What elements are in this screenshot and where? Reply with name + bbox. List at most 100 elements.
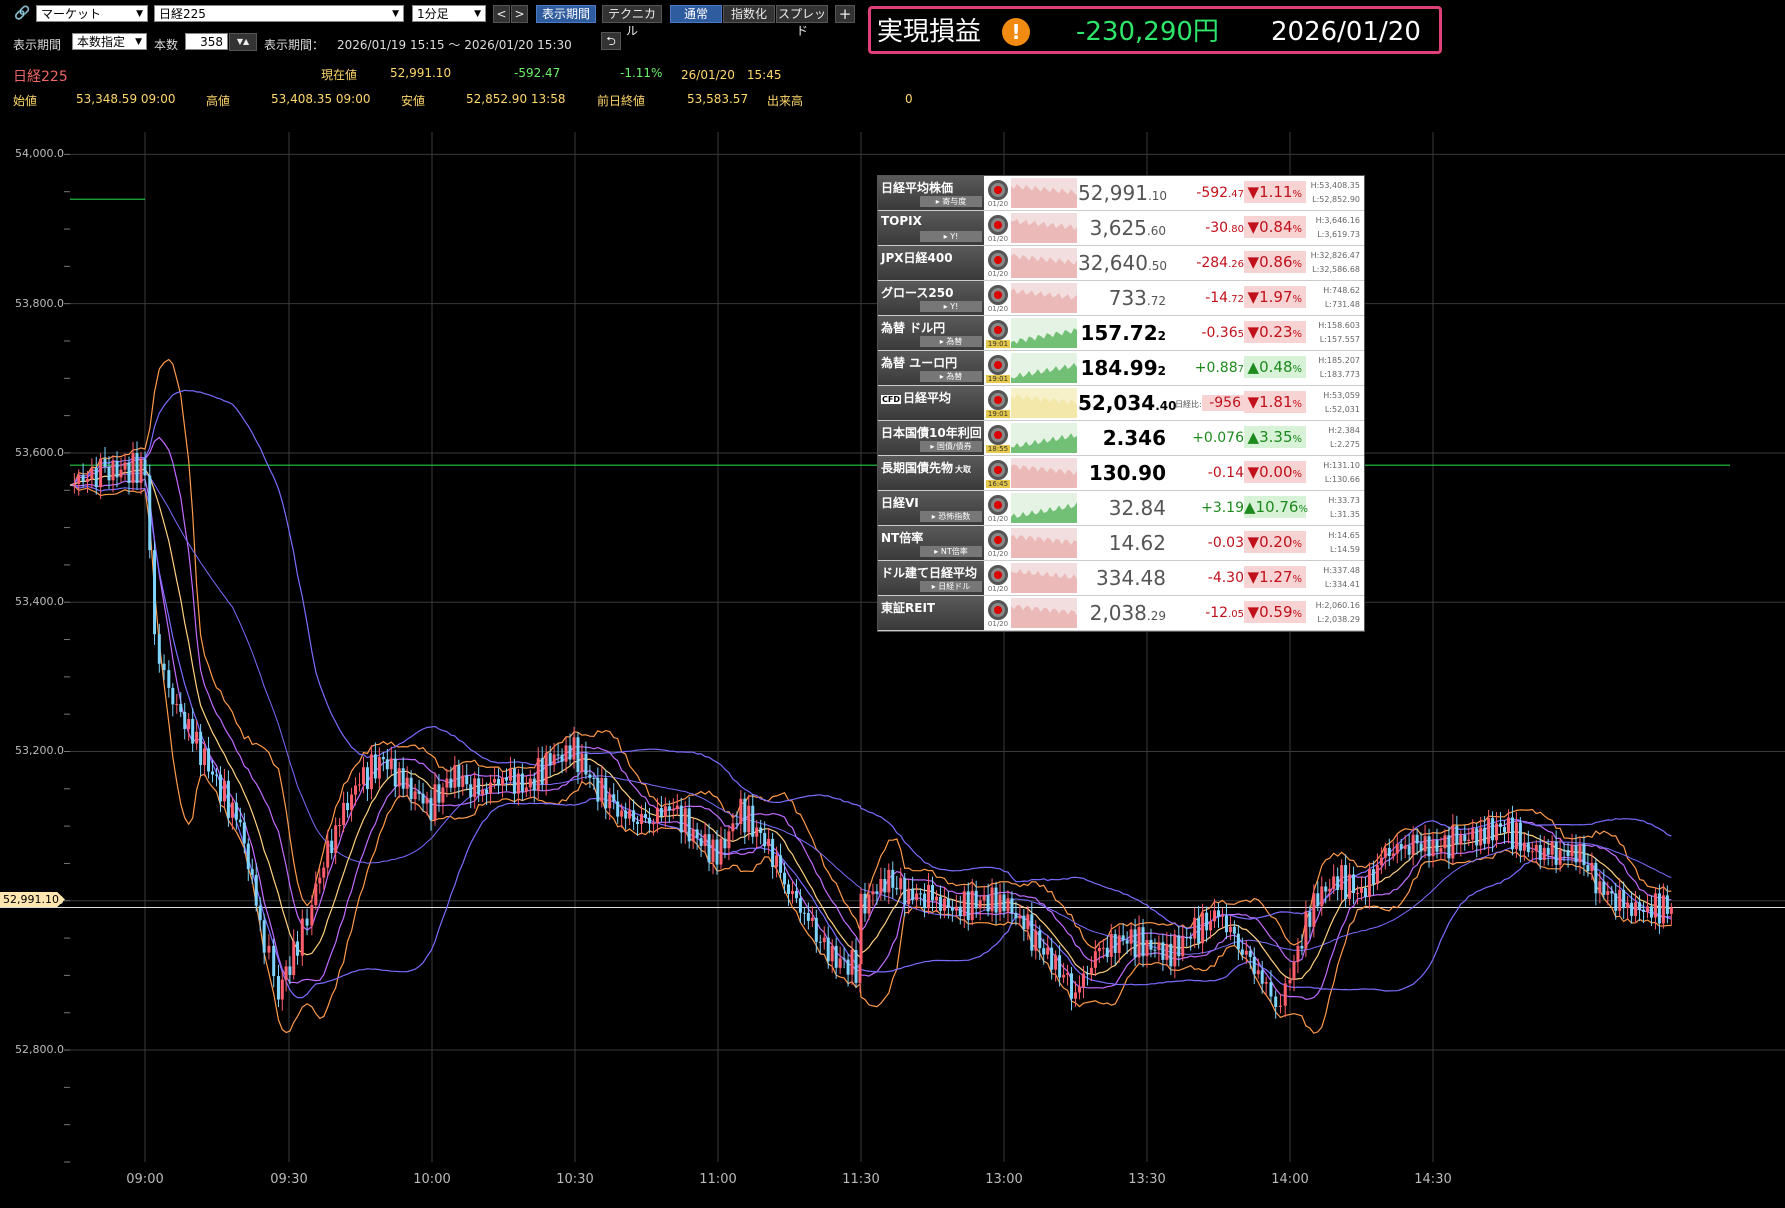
sparkline-area	[1011, 535, 1077, 558]
candle	[1459, 834, 1463, 845]
market-row[interactable]: 日本国債10年利回り ▸ 国債/債券 18:55 2.346 +0.076 ▲3.…	[878, 421, 1364, 456]
market-row[interactable]: 為替 ドル円 ▸ 為替 19:01 157.722 -0.365 ▼0.23% H…	[878, 316, 1364, 351]
candle	[612, 794, 616, 802]
candle	[735, 823, 739, 825]
candle	[437, 784, 441, 803]
market-sub-button[interactable]: ▸ 為替	[920, 371, 982, 382]
candle	[1312, 893, 1316, 927]
market-row[interactable]: 東証REIT 01/20 2,038.29 -12.05 ▼0.59% H:2,…	[878, 596, 1364, 631]
market-sub-button[interactable]: ▸ Y!	[920, 231, 982, 242]
candle	[528, 778, 532, 788]
spread-mode-button[interactable]: スプレッド	[776, 5, 828, 38]
market-sub-button[interactable]: ▸ Y!	[920, 301, 982, 312]
period-mode-select[interactable]: 本数指定 ▼	[72, 33, 147, 50]
index-mode-button[interactable]: 指数化	[723, 5, 775, 23]
market-row[interactable]: ドル建て日経平均 ▸ 日経ドル 01/20 334.48 -4.30 ▼1.27%…	[878, 561, 1364, 596]
candle	[425, 798, 429, 804]
count-input[interactable]: 358	[185, 33, 228, 50]
change-pct: -1.11%	[620, 66, 663, 80]
sparkline-area	[1011, 464, 1077, 488]
candle	[548, 753, 552, 766]
sparkline-graphic	[1011, 605, 1077, 628]
market-sub-button[interactable]: ▸ 寄与度	[920, 196, 982, 207]
sparkline-area	[1011, 328, 1077, 348]
candle	[1356, 892, 1360, 894]
market-row[interactable]: 日経VI ▸ 恐怖指数 01/20 32.84 +3.19 ▲10.76% H:3…	[878, 491, 1364, 526]
candlesticks	[72, 441, 1673, 1019]
market-row[interactable]: 長期国債先物 大取 16:45 130.90 -0.14 ▼0.00% H:131…	[878, 456, 1364, 491]
market-sub-button[interactable]: ▸ 国債/債券	[920, 441, 982, 452]
market-row[interactable]: 為替 ユーロ円 ▸ 為替 19:01 184.992 +0.887 ▲0.48% …	[878, 351, 1364, 386]
candle	[1269, 982, 1273, 997]
candle	[806, 913, 810, 921]
market-row[interactable]: NT倍率 ▸ NT倍率 01/20 14.62 -0.03 ▼0.20% H:14…	[878, 526, 1364, 561]
symbol-select[interactable]: 日経225 ▼	[154, 5, 404, 22]
market-change: -0.14	[1207, 465, 1244, 481]
sparkline-graphic	[1011, 394, 1077, 418]
candle	[1189, 937, 1193, 939]
prev-button[interactable]: <	[493, 5, 510, 23]
high-value: 53,408.35 09:00	[271, 92, 371, 106]
candle	[1399, 843, 1403, 849]
sparkline-graphic	[1011, 328, 1077, 348]
candle	[119, 469, 123, 478]
candle	[167, 670, 171, 688]
candle	[1077, 986, 1081, 993]
candle	[982, 895, 986, 901]
back-icon[interactable]: ⮌	[601, 32, 621, 50]
candle	[759, 827, 763, 833]
technical-button[interactable]: テクニカル	[602, 5, 662, 38]
sparkline	[1011, 458, 1077, 488]
market-change-cell: +0.887	[1168, 360, 1244, 376]
candle	[215, 774, 218, 776]
market-sub-button[interactable]: ▸ 日経ドル	[920, 581, 982, 592]
sparkline	[1011, 353, 1077, 383]
display-period-button[interactable]: 表示期間	[536, 5, 596, 23]
candle	[81, 475, 85, 482]
candle	[1042, 948, 1046, 955]
normal-mode-button[interactable]: 通常	[670, 5, 722, 23]
candle	[453, 765, 457, 788]
candle	[950, 907, 954, 911]
market-sub-button[interactable]: ▸ 恐怖指数	[920, 511, 982, 522]
candle	[1395, 843, 1399, 854]
candle	[990, 887, 994, 912]
add-button[interactable]: +	[835, 5, 855, 23]
candle	[524, 787, 528, 792]
market-row[interactable]: CFD 日経平均 19:01 52,034.40 日経比: -956 ▼1.81%…	[878, 386, 1364, 421]
candle	[318, 877, 322, 884]
next-button[interactable]: >	[511, 5, 528, 23]
market-select[interactable]: マーケット ▼	[36, 5, 148, 22]
market-sub-button[interactable]: ▸ NT倍率	[920, 546, 982, 557]
count-stepper[interactable]: ▼▲	[229, 33, 257, 51]
market-row[interactable]: JPX日経400 01/20 32,640.50 -284.26 ▼0.86% …	[878, 246, 1364, 281]
candle	[1534, 844, 1538, 852]
candle	[1554, 841, 1558, 865]
interval-select[interactable]: 1分足 ▼	[412, 5, 486, 22]
candle	[875, 891, 879, 894]
candle	[1165, 943, 1169, 960]
candle	[1590, 862, 1594, 872]
candle	[300, 918, 304, 956]
period-mode-value: 本数指定	[77, 35, 126, 49]
candle	[1050, 947, 1054, 970]
market-row[interactable]: グロース250 ▸ Y! 01/20 733.72 -14.72 ▼1.97% H…	[878, 281, 1364, 316]
market-row[interactable]: TOPIX ▸ Y! 01/20 3,625.60 -30.80 ▼0.84% H…	[878, 211, 1364, 246]
market-overview-panel: 日経平均株価 ▸ 寄与度 01/20 52,991.10 -592.47 ▼1.1…	[877, 175, 1365, 632]
market-sub-button[interactable]: ▸ 為替	[920, 336, 982, 347]
candle	[695, 829, 699, 839]
candle	[974, 890, 978, 909]
link-icon[interactable]: 🔗	[14, 6, 31, 21]
volume-value: 0	[905, 92, 913, 106]
market-status-icon	[988, 390, 1008, 410]
candle	[1618, 889, 1622, 911]
market-change-pct: ▼0.23%	[1244, 321, 1306, 343]
candle	[1093, 951, 1097, 968]
market-row[interactable]: 日経平均株価 ▸ 寄与度 01/20 52,991.10 -592.47 ▼1.1…	[878, 176, 1364, 211]
candle	[1514, 822, 1518, 850]
candle	[457, 765, 461, 787]
market-change-cell: -30.80	[1168, 220, 1244, 236]
candle	[1542, 847, 1546, 861]
candle	[489, 782, 493, 794]
candle	[1463, 834, 1467, 842]
